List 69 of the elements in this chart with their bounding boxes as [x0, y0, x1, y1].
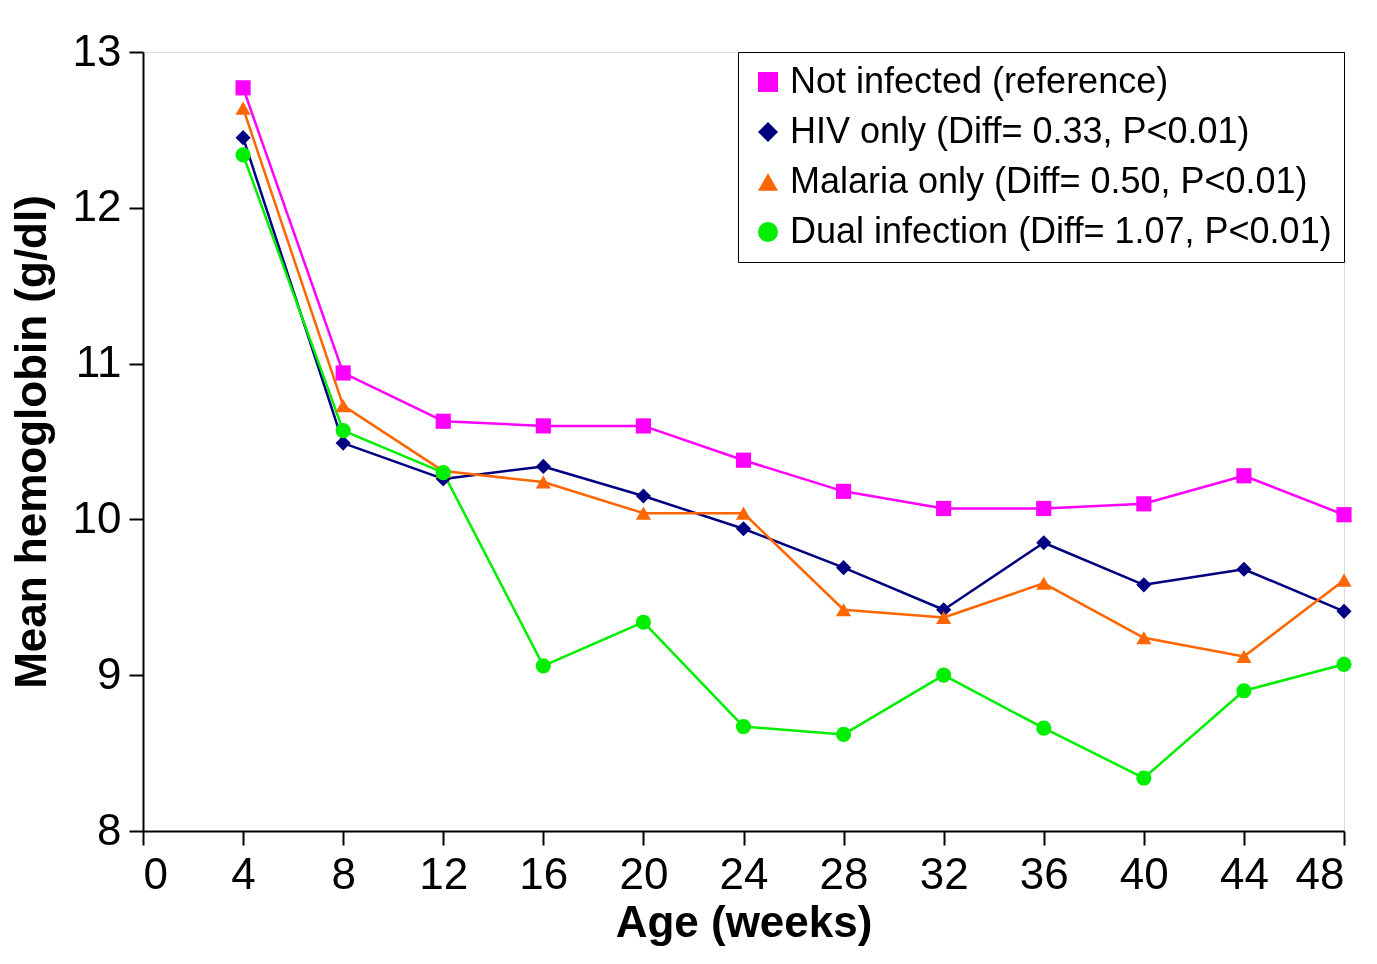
point [1236, 649, 1252, 664]
point [235, 101, 251, 115]
point [535, 658, 551, 674]
point [535, 418, 551, 434]
point [235, 80, 251, 96]
x-tick-label: 24 [719, 848, 769, 898]
x-tick-label: 12 [419, 848, 469, 898]
y-tick-label: 10 [72, 492, 122, 542]
point [1036, 576, 1052, 590]
point [836, 483, 852, 499]
legend-label: HIV only (Diff= 0.33, P<0.01) [790, 110, 1250, 151]
x-tick-label: 4 [231, 848, 256, 898]
point [735, 521, 752, 537]
x-tick-label: 20 [619, 848, 669, 898]
point [1236, 561, 1252, 577]
point [335, 399, 351, 413]
point [1336, 507, 1352, 523]
point [1336, 656, 1352, 672]
point [735, 719, 752, 735]
point [535, 458, 551, 475]
x-tick-label: 0 [143, 848, 168, 898]
point [335, 365, 351, 381]
point [335, 435, 351, 451]
legend-label: Not infected (reference) [790, 60, 1169, 101]
y-tick-label: 13 [72, 25, 122, 75]
point [1036, 500, 1052, 517]
point [1136, 770, 1152, 786]
point [836, 603, 852, 617]
x-tick-label: 16 [519, 848, 569, 898]
x-axis-title: Age (weeks) [615, 896, 873, 946]
point [936, 667, 952, 683]
x-tick-label: 8 [331, 848, 356, 898]
point [1136, 577, 1152, 593]
legend-label: Dual infection (Diff= 1.07, P<0.01) [790, 210, 1332, 251]
point [1336, 603, 1352, 619]
point [836, 560, 852, 576]
x-tick-label: 48 [1295, 848, 1345, 898]
point [1136, 631, 1152, 645]
point [836, 726, 852, 742]
point [735, 452, 752, 468]
point [635, 488, 651, 504]
point [435, 413, 451, 429]
x-tick-label: 40 [1119, 848, 1169, 898]
x-tick-label: 28 [819, 848, 869, 898]
y-tick-label: 9 [97, 648, 122, 698]
point [1236, 468, 1252, 484]
point [635, 614, 651, 630]
y-tick-label: 8 [97, 804, 122, 854]
point [1136, 496, 1152, 512]
point [1236, 683, 1252, 699]
y-tick-label: 11 [75, 337, 122, 387]
y-axis-title: Mean hemoglobin (g/dl) [5, 195, 55, 689]
point [936, 500, 952, 517]
point [1036, 720, 1052, 736]
point [1036, 535, 1052, 551]
x-tick-label: 44 [1219, 848, 1269, 898]
point [335, 423, 351, 439]
legend-label: Malaria only (Diff= 0.50, P<0.01) [790, 160, 1308, 201]
point [635, 418, 651, 434]
point [235, 130, 251, 146]
point [936, 610, 952, 625]
x-tick-label: 32 [919, 848, 969, 898]
point [735, 506, 752, 520]
x-tick-label: 36 [1019, 848, 1069, 898]
point [235, 147, 251, 163]
y-tick-label: 12 [72, 181, 122, 231]
point [535, 475, 551, 489]
point [635, 506, 651, 520]
point [1336, 573, 1352, 587]
